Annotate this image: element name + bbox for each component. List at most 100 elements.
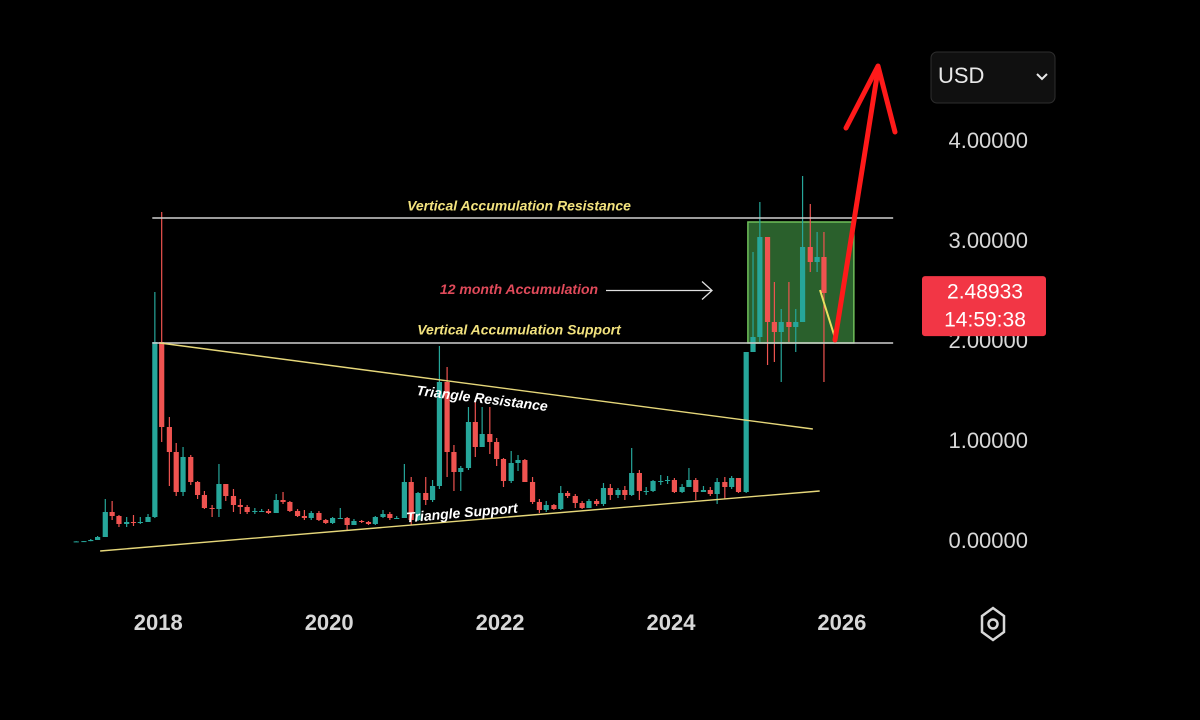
candle-body bbox=[494, 442, 500, 459]
candle-body bbox=[351, 521, 357, 525]
projection-arrow bbox=[832, 67, 881, 343]
candle-body bbox=[201, 495, 208, 508]
candle-body bbox=[408, 482, 414, 520]
candle-body bbox=[209, 508, 215, 509]
candle-body bbox=[323, 520, 329, 523]
candle-body bbox=[522, 460, 528, 482]
projection-dip bbox=[819, 289, 836, 339]
candle-body bbox=[73, 541, 79, 543]
candle-body bbox=[415, 493, 421, 520]
candle-body bbox=[337, 518, 343, 519]
candle-body bbox=[529, 482, 536, 502]
countdown-label: 14:59:38 bbox=[944, 309, 1026, 332]
x-tick-label: 2022 bbox=[476, 610, 525, 635]
candle-body bbox=[643, 491, 649, 492]
candle-body bbox=[786, 322, 792, 327]
candle-body bbox=[771, 322, 777, 332]
candle-body bbox=[94, 537, 101, 540]
candle-body bbox=[166, 427, 172, 452]
candle-body bbox=[230, 496, 237, 505]
candle-body bbox=[807, 247, 813, 262]
candle-body bbox=[750, 337, 756, 352]
y-tick-label: 3.00000 bbox=[948, 228, 1028, 253]
candle-body bbox=[188, 457, 194, 482]
candle-body bbox=[757, 237, 763, 337]
candle-body bbox=[130, 522, 137, 523]
candle-body bbox=[145, 517, 151, 522]
candle-body bbox=[658, 481, 664, 482]
candle-body bbox=[365, 522, 372, 524]
candle-body bbox=[551, 505, 557, 509]
candle-body bbox=[287, 502, 293, 511]
candle-body bbox=[700, 490, 707, 492]
y-tick-label: 4.00000 bbox=[948, 128, 1028, 153]
candle-body bbox=[664, 480, 671, 481]
candle-body bbox=[671, 480, 678, 492]
candle-body bbox=[821, 257, 827, 293]
candle-body bbox=[294, 511, 301, 516]
x-tick-label: 2020 bbox=[305, 610, 354, 635]
candle-body bbox=[88, 540, 94, 542]
currency-select[interactable] bbox=[930, 51, 1056, 104]
candle-body bbox=[743, 352, 749, 492]
candle-body bbox=[707, 490, 713, 494]
candle-body bbox=[159, 342, 165, 427]
candle-body bbox=[380, 514, 386, 517]
candle-body bbox=[586, 501, 592, 508]
candle-body bbox=[799, 247, 806, 322]
candle-body bbox=[137, 522, 143, 523]
candle-body bbox=[273, 500, 279, 513]
candle-body bbox=[109, 512, 115, 516]
candle-body bbox=[472, 422, 478, 447]
candle-body bbox=[194, 482, 201, 495]
candle-body bbox=[722, 482, 728, 487]
candle-body bbox=[778, 322, 784, 332]
candle-body bbox=[629, 473, 635, 495]
candle-body bbox=[359, 521, 365, 522]
candle-body bbox=[301, 516, 307, 518]
candle-body bbox=[387, 514, 393, 518]
candle-body bbox=[735, 478, 742, 492]
candle-body bbox=[714, 482, 720, 494]
candle-body bbox=[124, 522, 130, 524]
candle-body bbox=[116, 516, 122, 524]
candle-body bbox=[558, 493, 564, 509]
candle-body bbox=[600, 488, 607, 504]
settings-icon[interactable] bbox=[980, 606, 1006, 642]
candle-body bbox=[636, 473, 642, 491]
candle-body bbox=[572, 496, 578, 503]
candle-body bbox=[180, 457, 186, 492]
candle-body bbox=[329, 518, 336, 523]
candle-body bbox=[265, 511, 272, 513]
annotation-line bbox=[100, 490, 820, 552]
x-tick-label: 2024 bbox=[647, 610, 697, 635]
settings-icon-center bbox=[987, 618, 999, 630]
candle-body bbox=[650, 481, 656, 491]
projection-arrow-head bbox=[843, 63, 898, 135]
candle-body bbox=[729, 478, 735, 487]
candle-body bbox=[508, 463, 514, 481]
candle-body bbox=[259, 511, 265, 512]
dropdown-chevron bbox=[1036, 73, 1048, 81]
candle-body bbox=[487, 434, 493, 442]
candle-body bbox=[344, 518, 350, 525]
candle-body bbox=[500, 459, 507, 481]
candle-body bbox=[401, 482, 407, 518]
candle-body bbox=[81, 541, 87, 543]
candle-body bbox=[394, 518, 400, 519]
annotation-label: Triangle Support bbox=[406, 500, 520, 526]
candle-body bbox=[615, 490, 621, 495]
candle-body bbox=[423, 493, 429, 500]
candle-body bbox=[152, 342, 158, 517]
candle-body bbox=[429, 486, 436, 500]
candle-body bbox=[607, 488, 613, 495]
candle-body bbox=[543, 505, 549, 510]
candle-body bbox=[280, 500, 286, 502]
candle-body bbox=[693, 480, 699, 492]
candle-body bbox=[451, 452, 457, 472]
candle-body bbox=[308, 513, 314, 518]
candle-body bbox=[793, 322, 799, 327]
candle-body bbox=[216, 484, 222, 509]
candle-body bbox=[515, 460, 521, 463]
